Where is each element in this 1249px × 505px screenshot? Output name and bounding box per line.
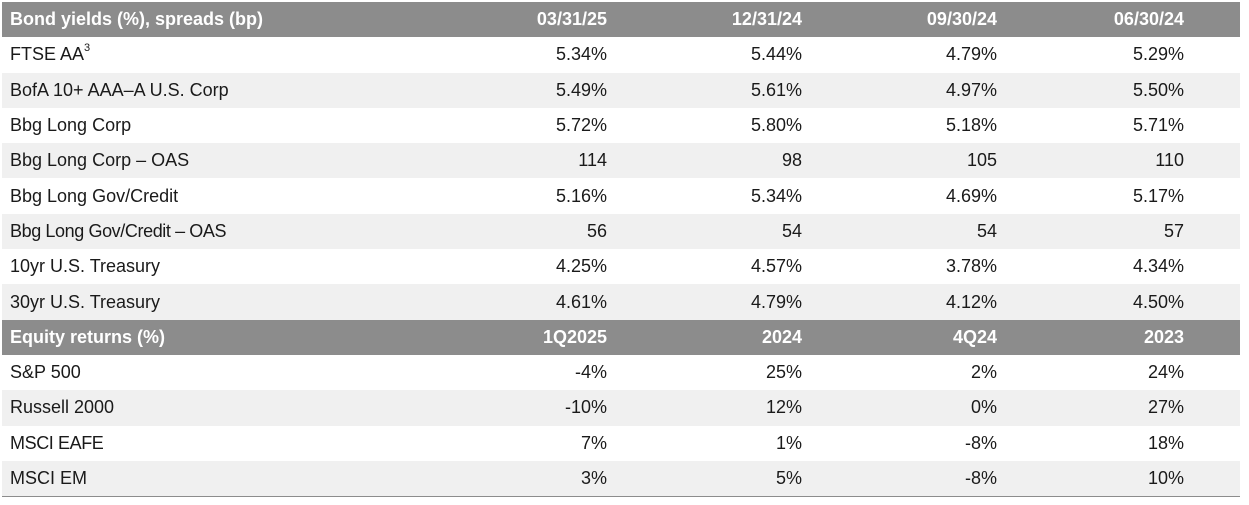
table-cell: 4.12% [945, 291, 997, 312]
table-cell: 3% [414, 460, 621, 497]
row-label: Bbg Long Gov/Credit – OAS [10, 220, 227, 241]
equity-section-title: Equity returns (%) [10, 326, 166, 347]
table-row: 30yr U.S. Treasury 4.61% 4.79% 4.12% 4.5… [2, 284, 1240, 320]
table-cell: -8% [964, 432, 997, 453]
table-cell: 0% [970, 397, 997, 418]
table-cell: 110 [1155, 150, 1184, 171]
row-label: MSCI EAFE [10, 432, 104, 453]
row-label: Bbg Long Corp – OAS [10, 150, 190, 171]
table-cell: 4.61% [555, 291, 607, 312]
table-cell: -8% [816, 460, 1011, 497]
row-label: FTSE AA3 [2, 37, 414, 72]
table-cell: 3.78% [945, 256, 997, 277]
table-cell: 5.71% [1132, 115, 1184, 136]
table-cell: 12% [765, 397, 802, 418]
table-cell: 4.25% [555, 256, 607, 277]
table-cell: 5.17% [1132, 185, 1184, 206]
table-cell: 4.57% [750, 256, 802, 277]
column-header: 03/31/25 [536, 9, 607, 30]
table-cell: 5.72% [555, 115, 607, 136]
row-label-text: FTSE AA [10, 44, 85, 65]
column-header: 2024 [761, 326, 802, 347]
table-cell: -10% [564, 397, 607, 418]
table-cell: 4.34% [1132, 256, 1184, 277]
bond-section-title: Bond yields (%), spreads (bp) [10, 9, 264, 30]
column-header: 2023 [1143, 326, 1184, 347]
table-cell: 24% [1147, 362, 1184, 383]
footnote-marker: 3 [84, 42, 91, 55]
table-cell: 98 [781, 150, 802, 171]
table-cell: 105 [966, 150, 997, 171]
table-cell: 4.79% [945, 44, 997, 65]
table-row: MSCI EM 3% 5% -8% 10% [2, 460, 1240, 497]
table-cell: 56 [586, 220, 607, 241]
table-row: Bbg Long Gov/Credit – OAS 56 54 54 57 [2, 213, 1240, 250]
table-cell: 54 [781, 220, 802, 241]
table-cell: 4.50% [1132, 291, 1184, 312]
table-cell: 1% [775, 432, 802, 453]
table-row: 10yr U.S. Treasury 4.25% 4.57% 3.78% 4.3… [2, 249, 1240, 285]
table-cell: 54 [976, 220, 997, 241]
table-row: Bbg Long Gov/Credit 5.16% 5.34% 4.69% 5.… [2, 178, 1240, 214]
column-header: 12/31/24 [731, 9, 802, 30]
table-row: MSCI EAFE 7% 1% -8% 18% [2, 425, 1240, 461]
row-label: Bbg Long Corp [10, 115, 132, 136]
row-label: MSCI EM [2, 460, 414, 497]
table-cell: 57 [1163, 220, 1184, 241]
equity-section-header: Equity returns (%) 1Q2025 2024 4Q24 2023 [2, 319, 1240, 355]
bond-section-header: Bond yields (%), spreads (bp) 03/31/25 1… [2, 2, 1240, 38]
table-cell: 4.69% [945, 185, 997, 206]
table-cell: 5.80% [750, 115, 802, 136]
table-cell: 5.50% [1132, 79, 1184, 100]
row-label: Russell 2000 [10, 397, 115, 418]
table-row: Bbg Long Corp – OAS 114 98 105 110 [2, 143, 1240, 179]
row-label: 10yr U.S. Treasury [10, 256, 161, 277]
table-cell: 18% [1147, 432, 1184, 453]
column-header: 06/30/24 [1113, 9, 1184, 30]
row-label: 30yr U.S. Treasury [10, 291, 161, 312]
table-cell: 5.49% [555, 79, 607, 100]
table-body: FTSE AA3 5.34% 5.44% 4.79% 5.29% BofA 10… [2, 37, 1240, 497]
table-row: Bbg Long Corp 5.72% 5.80% 5.18% 5.71% [2, 107, 1240, 144]
column-header: 1Q2025 [542, 326, 607, 347]
table-row: S&P 500 -4% 25% 2% 24% [2, 354, 1240, 391]
row-label: Bbg Long Gov/Credit [10, 185, 179, 206]
table-cell: 4.79% [750, 291, 802, 312]
table-cell: 5.44% [750, 44, 802, 65]
row-label: BofA 10+ AAA–A U.S. Corp [10, 79, 229, 100]
header-row: Bond yields (%), spreads (bp) 03/31/25 1… [2, 2, 1240, 38]
table-cell: 10% [1011, 460, 1240, 497]
table-cell: 5.34% [750, 185, 802, 206]
table-cell: 5.29% [1132, 44, 1184, 65]
table-cell: 5.61% [750, 79, 802, 100]
table-cell: 27% [1147, 397, 1184, 418]
table-cell: 5.16% [555, 185, 607, 206]
column-header: 4Q24 [952, 326, 997, 347]
table-cell: -4% [574, 362, 607, 383]
table-row: Russell 2000 -10% 12% 0% 27% [2, 390, 1240, 426]
column-header: 09/30/24 [926, 9, 997, 30]
table-cell: 4.97% [945, 79, 997, 100]
table-cell: 5.18% [945, 115, 997, 136]
row-label: S&P 500 [10, 362, 81, 383]
table-row: BofA 10+ AAA–A U.S. Corp 5.49% 5.61% 4.9… [2, 72, 1240, 108]
table-row: FTSE AA3 5.34% 5.44% 4.79% 5.29% [2, 37, 1240, 73]
table-cell: 5% [621, 460, 816, 497]
market-data-table: Bond yields (%), spreads (bp) 03/31/25 1… [2, 2, 1240, 497]
market-data-table-container: Bond yields (%), spreads (bp) 03/31/25 1… [2, 2, 1240, 497]
table-cell: 2% [970, 362, 997, 383]
table-cell: 5.34% [555, 44, 607, 65]
table-cell: 7% [580, 432, 607, 453]
table-cell: 25% [765, 362, 802, 383]
table-cell: 114 [578, 150, 607, 171]
